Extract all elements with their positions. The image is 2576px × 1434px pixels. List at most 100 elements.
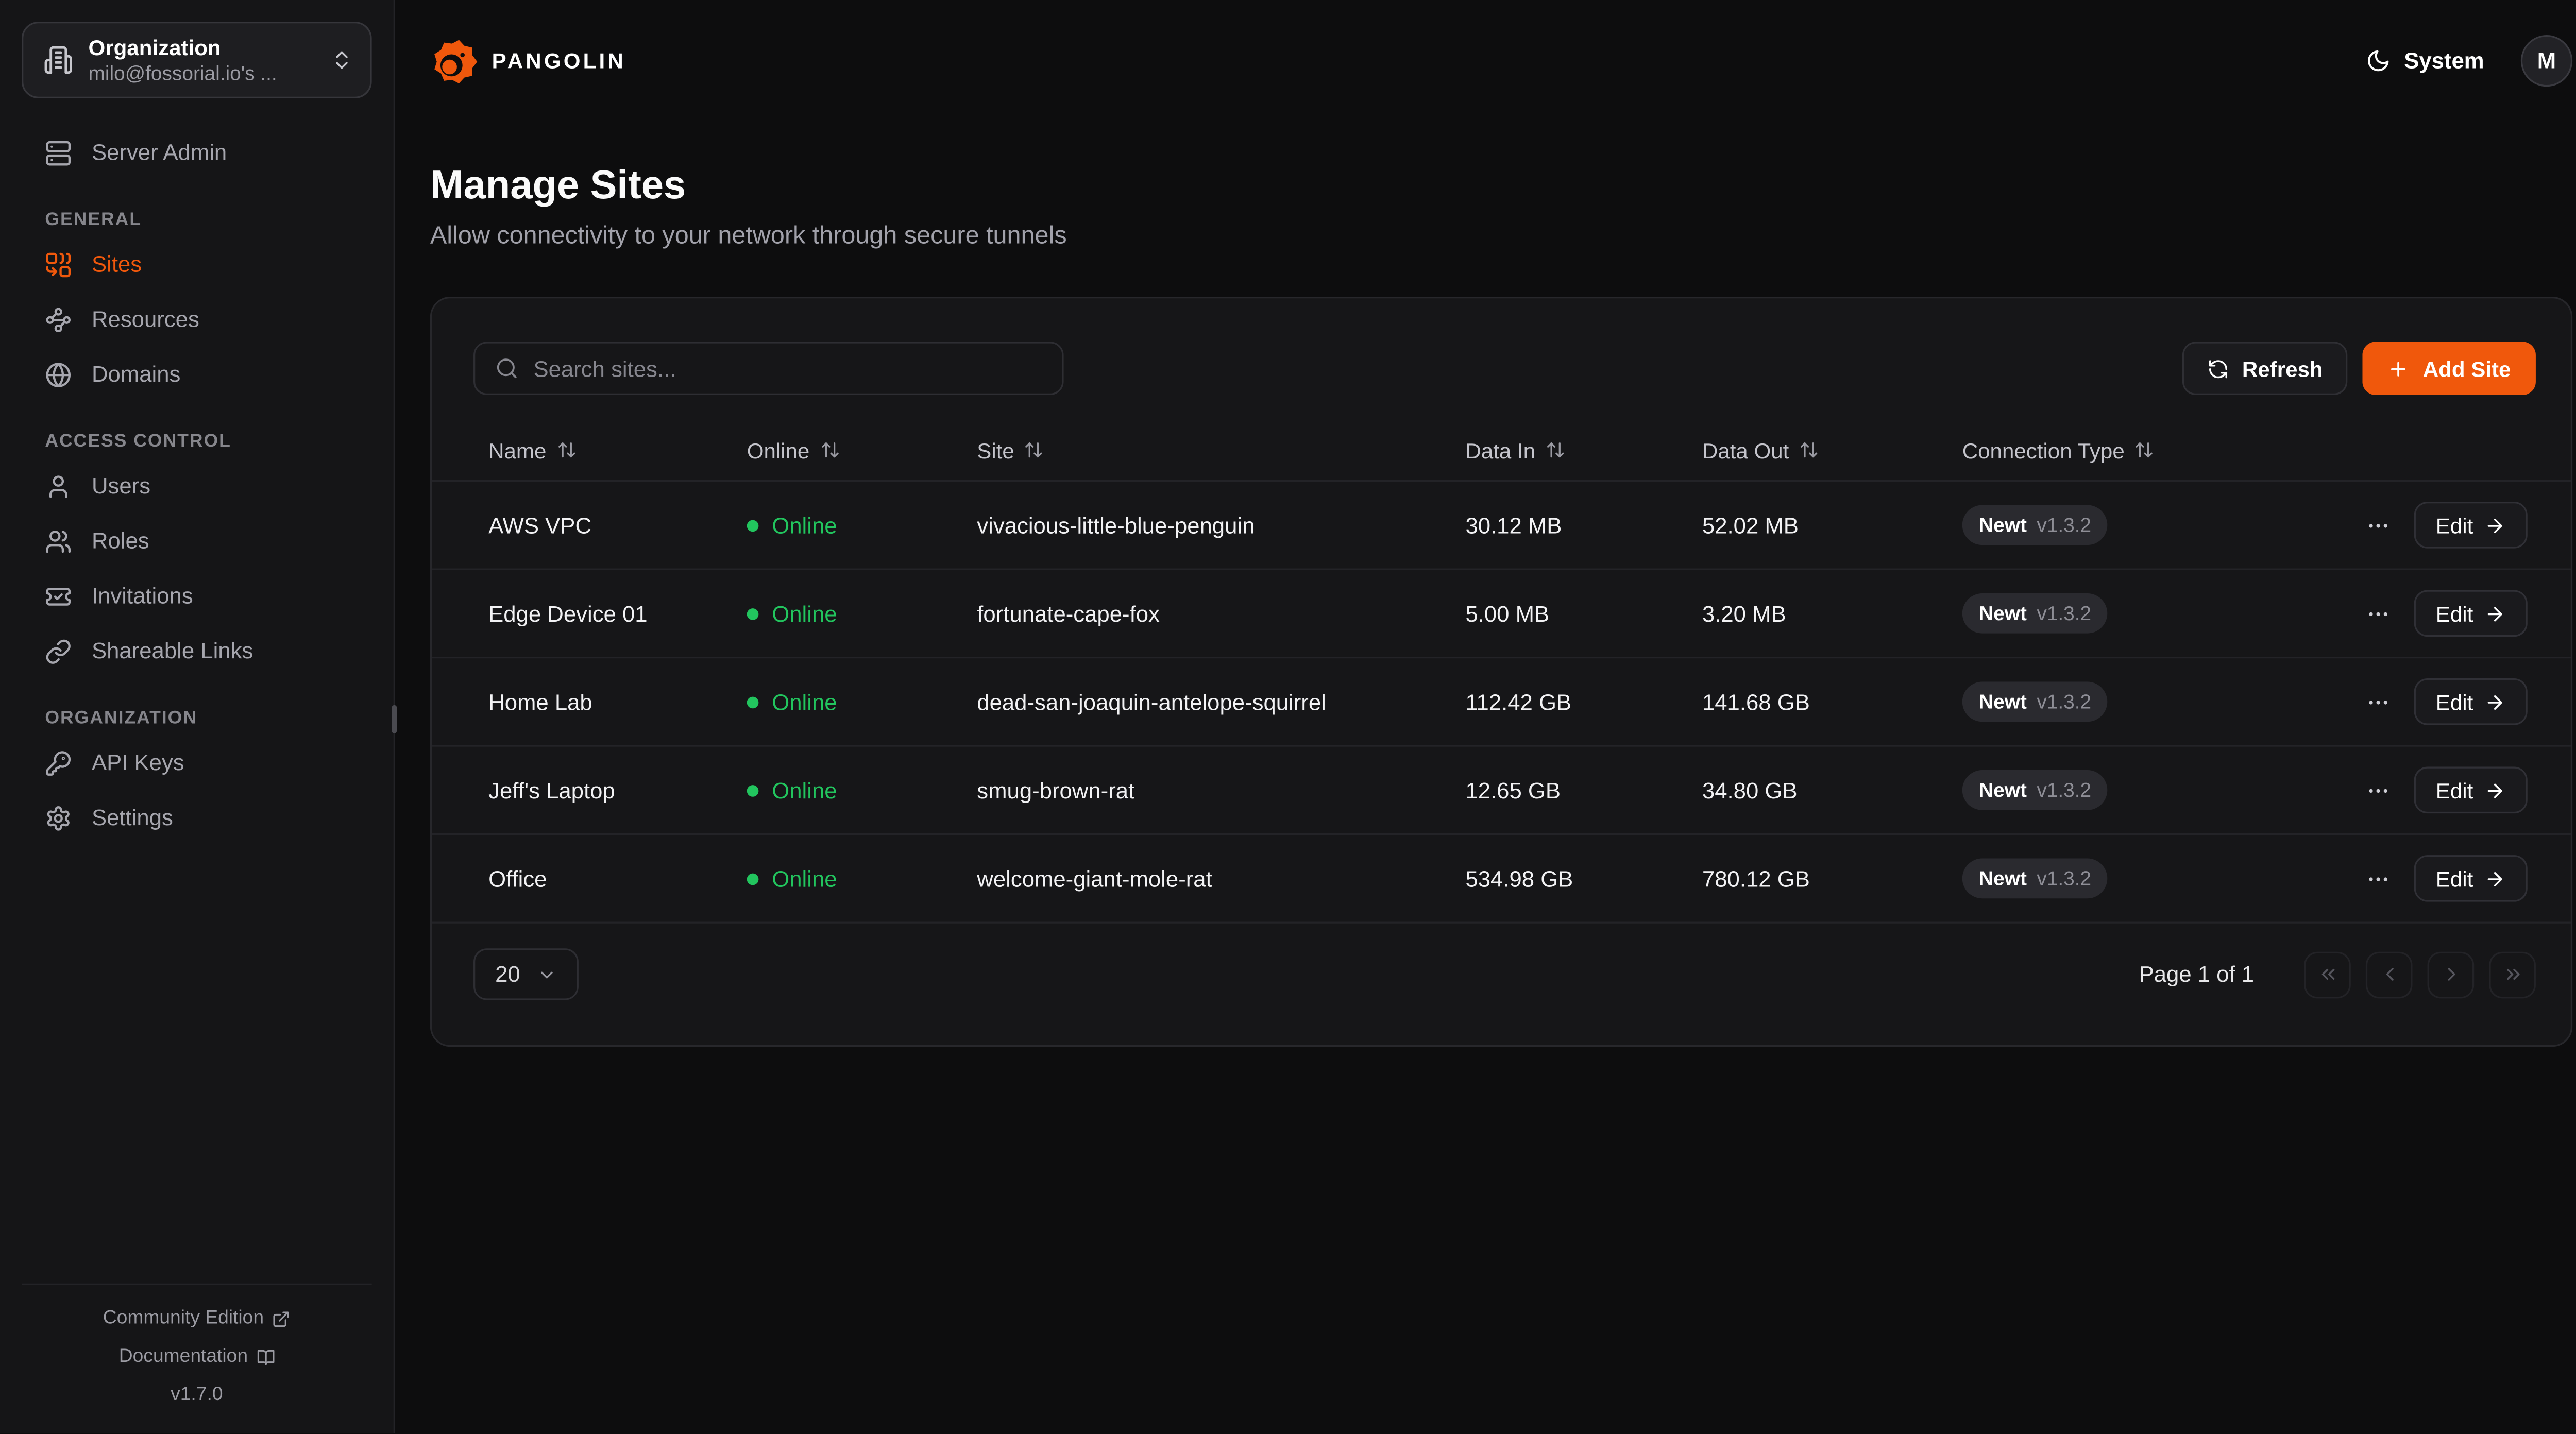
link-icon	[45, 638, 72, 664]
refresh-label: Refresh	[2242, 355, 2323, 381]
data-in-value: 12.65 GB	[1465, 777, 1561, 803]
column-header-data-in[interactable]: Data In	[1465, 437, 1702, 463]
key-icon	[45, 749, 72, 776]
last-page-button[interactable]	[2489, 951, 2536, 998]
previous-page-button[interactable]	[2365, 951, 2413, 998]
status-badge: Online	[772, 866, 837, 891]
column-header-connection-type[interactable]: Connection Type	[1962, 437, 2366, 463]
edit-button[interactable]: Edit	[2414, 590, 2529, 637]
app-version: v1.7.0	[171, 1385, 223, 1405]
table-header: Name Online Site Data In Data Out	[432, 420, 2571, 482]
arrow-right-icon	[2485, 691, 2506, 712]
first-page-button[interactable]	[2304, 951, 2351, 998]
online-dot	[747, 784, 759, 796]
site-slug: vivacious-little-blue-penguin	[977, 513, 1255, 538]
org-switcher[interactable]: Organization milo@fossorial.io's ...	[22, 22, 372, 98]
row-menu-button[interactable]	[2366, 778, 2391, 803]
next-page-button[interactable]	[2427, 951, 2475, 998]
online-dot	[747, 696, 759, 708]
section-label-general: GENERAL	[45, 210, 142, 230]
arrow-right-icon	[2485, 867, 2506, 889]
column-header-online[interactable]: Online	[747, 437, 977, 463]
data-out-value: 780.12 GB	[1702, 866, 1810, 891]
site-name: Jeff's Laptop	[488, 777, 615, 803]
theme-toggle[interactable]: System	[2366, 48, 2484, 73]
sidebar-resize-handle[interactable]	[392, 705, 397, 733]
globe-icon	[45, 361, 72, 388]
gear-icon	[45, 804, 72, 831]
search-input[interactable]	[533, 355, 1042, 381]
status-badge: Online	[772, 601, 837, 626]
online-dot	[747, 519, 759, 531]
sort-icon	[1799, 440, 1819, 460]
sort-icon	[1546, 440, 1566, 460]
chevron-right-icon	[2440, 963, 2462, 985]
sidebar-item-shareable-links[interactable]: Shareable Links	[22, 623, 372, 678]
sites-card: Refresh Add Site Name Online	[430, 297, 2573, 1047]
row-menu-button[interactable]	[2366, 866, 2391, 891]
sidebar-footer: Community Edition Documentation v1.7.0	[22, 1283, 372, 1413]
column-header-site[interactable]: Site	[977, 437, 1465, 463]
add-site-label: Add Site	[2422, 355, 2511, 381]
sort-icon	[2134, 440, 2155, 460]
data-in-value: 5.00 MB	[1465, 601, 1550, 626]
online-dot	[747, 873, 759, 884]
community-edition-label: Community Edition	[103, 1308, 264, 1329]
data-out-value: 3.20 MB	[1702, 601, 1786, 626]
chevrons-up-down-icon	[330, 48, 353, 72]
sidebar-item-label: API Keys	[91, 750, 184, 775]
status-badge: Online	[772, 689, 837, 714]
combine-icon	[45, 251, 72, 278]
pagination: 20 Page 1 of 1	[432, 948, 2571, 1000]
arrow-right-icon	[2485, 603, 2506, 624]
edit-button[interactable]: Edit	[2414, 855, 2529, 902]
search-box[interactable]	[473, 342, 1064, 395]
refresh-icon	[2207, 357, 2229, 379]
column-header-name[interactable]: Name	[488, 437, 747, 463]
avatar[interactable]: M	[2520, 35, 2573, 87]
chevron-left-icon	[2378, 963, 2400, 985]
refresh-button[interactable]: Refresh	[2182, 342, 2348, 395]
sidebar-item-roles[interactable]: Roles	[22, 514, 372, 569]
sidebar-item-settings[interactable]: Settings	[22, 790, 372, 845]
sidebar-item-server-admin[interactable]: Server Admin	[22, 125, 372, 180]
status-badge: Online	[772, 513, 837, 538]
sidebar-item-invitations[interactable]: Invitations	[22, 568, 372, 623]
table-row: Home Lab Online dead-san-joaquin-antelop…	[432, 658, 2571, 747]
add-site-button[interactable]: Add Site	[2363, 342, 2536, 395]
external-link-icon	[272, 1309, 291, 1328]
connection-type-badge: Newt v1.3.2	[1962, 505, 2108, 545]
edit-button[interactable]: Edit	[2414, 766, 2529, 814]
sidebar-item-sites[interactable]: Sites	[22, 237, 372, 292]
row-menu-button[interactable]	[2366, 513, 2391, 538]
sidebar-item-domains[interactable]: Domains	[22, 347, 372, 402]
sidebar-item-label: Settings	[91, 805, 173, 830]
users-icon	[45, 527, 72, 554]
documentation-link[interactable]: Documentation	[119, 1339, 275, 1375]
connection-type-badge: Newt v1.3.2	[1962, 770, 2108, 810]
site-slug: smug-brown-rat	[977, 777, 1135, 803]
page-size-select[interactable]: 20	[473, 948, 579, 1000]
sidebar-item-users[interactable]: Users	[22, 458, 372, 514]
row-menu-button[interactable]	[2366, 689, 2391, 714]
row-menu-button[interactable]	[2366, 601, 2391, 626]
sidebar-item-label: Invitations	[91, 583, 193, 609]
edit-button[interactable]: Edit	[2414, 678, 2529, 725]
sidebar-item-resources[interactable]: Resources	[22, 292, 372, 347]
table-row: Edge Device 01 Online fortunate-cape-fox…	[432, 570, 2571, 659]
connection-type-badge: Newt v1.3.2	[1962, 681, 2108, 722]
page-indicator: Page 1 of 1	[2139, 962, 2255, 987]
main-content: PANGOLIN System M Manage Sites Allow con…	[395, 0, 2576, 1433]
sidebar-item-api-keys[interactable]: API Keys	[22, 735, 372, 790]
sidebar-item-label: Resources	[91, 306, 199, 332]
sidebar-item-label: Server Admin	[91, 140, 227, 165]
community-edition-link[interactable]: Community Edition	[103, 1300, 291, 1337]
data-out-value: 34.80 GB	[1702, 777, 1798, 803]
pangolin-logo	[430, 36, 480, 86]
connection-type-badge: Newt v1.3.2	[1962, 593, 2108, 634]
edit-button[interactable]: Edit	[2414, 502, 2529, 549]
site-name: Office	[488, 866, 547, 891]
column-header-data-out[interactable]: Data Out	[1702, 437, 1962, 463]
user-icon	[45, 472, 72, 499]
